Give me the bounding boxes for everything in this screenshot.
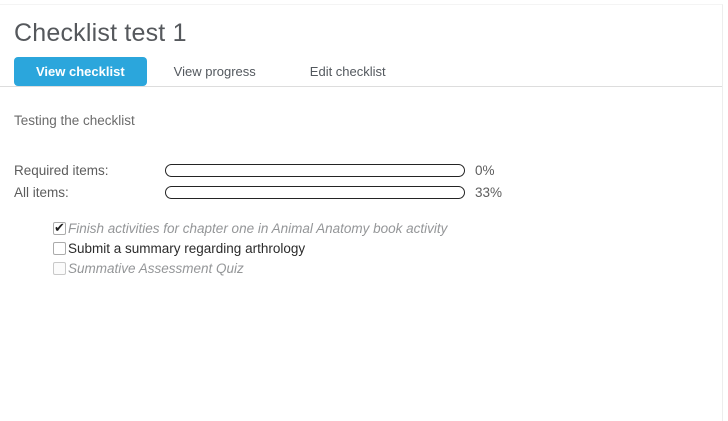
progress-section: Required items: 0% All items: 33% [14,159,722,203]
progress-percent: 0% [475,162,495,178]
tab-bar: View checklist View progress Edit checkl… [0,57,722,87]
progress-bar-required [165,163,465,177]
tab-edit-checklist[interactable]: Edit checklist [309,64,386,79]
item-label: Summative Assessment Quiz [68,261,244,276]
progress-label: Required items: [14,162,109,178]
item-label: Submit a summary regarding arthrology [68,241,306,256]
progress-row-required: Required items: 0% [14,159,722,181]
progress-percent: 33% [475,184,503,200]
item-label: Finish activities for chapter one in Ani… [68,221,448,236]
tab-view-progress[interactable]: View progress [173,64,256,79]
checkbox[interactable] [53,220,66,236]
page: Checklist test 1 View checklist View pro… [0,4,723,421]
page-title: Checklist test 1 [14,19,187,47]
checklist-intro-text: Testing the checklist [14,113,135,128]
progress-row-all: All items: 33% [14,181,722,203]
tab-view-checklist[interactable]: View checklist [14,57,147,86]
progress-bar-all [165,185,465,199]
checkbox[interactable] [53,242,66,255]
list-item: Submit a summary regarding arthrology [53,239,722,258]
checkbox[interactable] [53,262,66,275]
checklist-items: Finish activities for chapter one in Ani… [53,219,722,278]
list-item: Finish activities for chapter one in Ani… [53,219,722,238]
list-item: Summative Assessment Quiz [53,259,722,278]
progress-label: All items: [14,184,69,200]
